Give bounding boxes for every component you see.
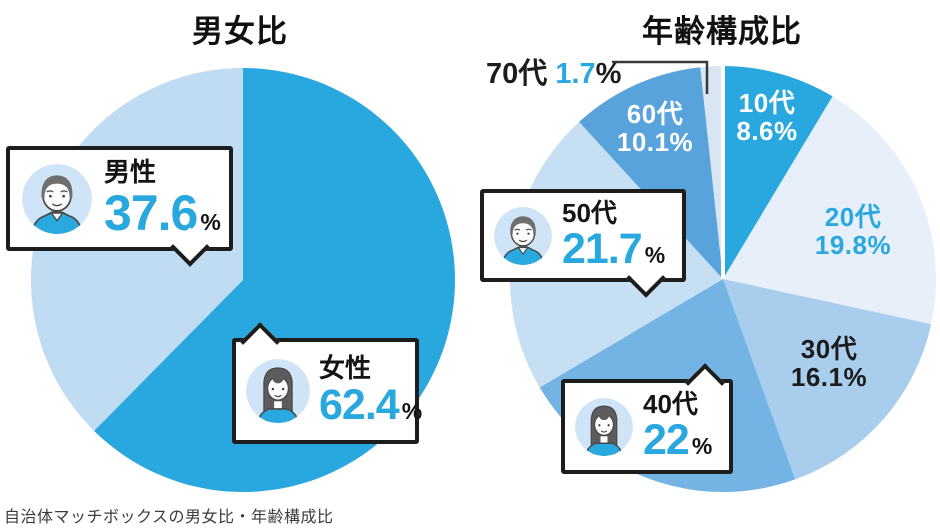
callout-age50: 50代 21.7 % (480, 189, 686, 298)
age20-slice-label: 20代 19.8% (814, 202, 892, 260)
callout-age40: 40代 22 % (561, 363, 733, 474)
callout-male-value: 37.6 (104, 184, 198, 241)
pie-slice-10代 (723, 66, 833, 279)
callout-age40-unit: % (691, 433, 713, 460)
pie-slice-60代 (579, 67, 723, 280)
right-chart-title: 年齢構成比 (642, 14, 802, 49)
left-chart-title: 男女比 (192, 14, 288, 49)
age30-slice-label: 30代 16.1% (790, 334, 868, 392)
callout-age50-label: 50代 (562, 197, 617, 228)
callout-age50-value: 21.7 (562, 225, 643, 274)
female-avatar-icon (575, 398, 633, 456)
callout-age40-label: 40代 (643, 388, 698, 419)
callout-female-value: 62.4 (319, 380, 400, 429)
age60-slice-label: 60代 10.1% (616, 99, 694, 157)
pie-slice-20代 (723, 96, 937, 325)
callout-age40-value: 22 (643, 416, 690, 465)
female-avatar-icon (246, 359, 310, 423)
pie-slice-30代 (723, 279, 932, 480)
callout-male-label: 男性 (104, 156, 157, 187)
pie-slice-70代 (700, 65, 723, 279)
callout-female-unit: % (401, 397, 423, 424)
age70-label: 70代 1.7% (486, 58, 622, 90)
callout-male: 男性 37.6 % (6, 146, 233, 267)
age70-leader-line (612, 60, 709, 94)
age10-slice-label: 10代 8.6% (736, 88, 798, 146)
male-avatar-icon (494, 207, 552, 265)
callout-female-label: 女性 (319, 353, 372, 384)
callout-male-unit: % (200, 208, 221, 235)
callout-female: 女性 62.4 % (232, 322, 423, 444)
source-caption: 自治体マッチボックスの男女比・年齢構成比 (4, 509, 334, 526)
male-avatar-icon (22, 164, 92, 234)
